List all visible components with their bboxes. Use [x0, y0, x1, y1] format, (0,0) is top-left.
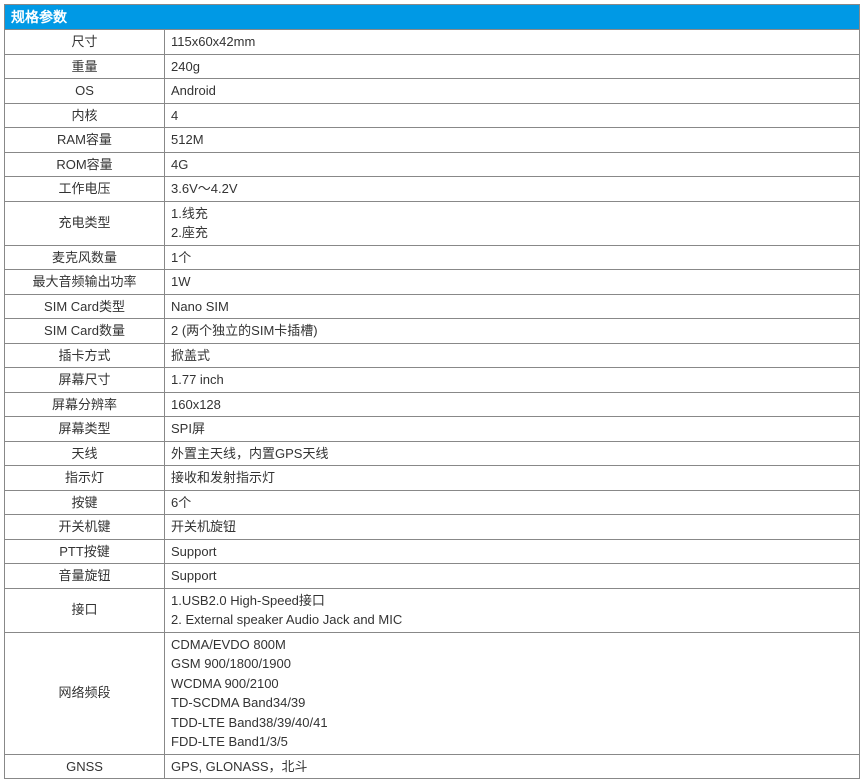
spec-label: 充电类型: [5, 201, 165, 245]
table-row: 音量旋钮Support: [5, 564, 860, 589]
table-row: 最大音频输出功率1W: [5, 270, 860, 295]
spec-label: 工作电压: [5, 177, 165, 202]
table-row: 屏幕类型SPI屏: [5, 417, 860, 442]
table-row: 屏幕尺寸1.77 inch: [5, 368, 860, 393]
spec-value: 4: [165, 103, 860, 128]
table-row: SIM Card数量2 (两个独立的SIM卡插槽): [5, 319, 860, 344]
spec-value: 115x60x42mm: [165, 30, 860, 55]
spec-label: SIM Card数量: [5, 319, 165, 344]
table-header-row: 规格参数: [5, 5, 860, 30]
table-row: ROM容量4G: [5, 152, 860, 177]
table-row: 开关机键开关机旋钮: [5, 515, 860, 540]
table-row: PTT按键Support: [5, 539, 860, 564]
spec-value: 开关机旋钮: [165, 515, 860, 540]
table-header: 规格参数: [5, 5, 860, 30]
spec-label: 屏幕分辨率: [5, 392, 165, 417]
spec-value: GPS, GLONASS，北斗: [165, 754, 860, 779]
spec-label: PTT按键: [5, 539, 165, 564]
spec-value: 1个: [165, 245, 860, 270]
table-row: 接口1.USB2.0 High-Speed接口 2. External spea…: [5, 588, 860, 632]
spec-label: 尺寸: [5, 30, 165, 55]
spec-value: 1W: [165, 270, 860, 295]
table-row: 网络频段CDMA/EVDO 800M GSM 900/1800/1900 WCD…: [5, 632, 860, 754]
spec-label: 开关机键: [5, 515, 165, 540]
spec-value: Support: [165, 564, 860, 589]
spec-value: 3.6V～4.2V: [165, 177, 860, 202]
spec-value: 1.77 inch: [165, 368, 860, 393]
table-row: SIM Card类型Nano SIM: [5, 294, 860, 319]
spec-label: SIM Card类型: [5, 294, 165, 319]
spec-label: RAM容量: [5, 128, 165, 153]
spec-value: 接收和发射指示灯: [165, 466, 860, 491]
spec-value: 1.线充 2.座充: [165, 201, 860, 245]
table-row: 天线外置主天线，内置GPS天线: [5, 441, 860, 466]
spec-label: 天线: [5, 441, 165, 466]
spec-value: 外置主天线，内置GPS天线: [165, 441, 860, 466]
spec-label: GNSS: [5, 754, 165, 779]
table-row: 指示灯接收和发射指示灯: [5, 466, 860, 491]
table-row: 重量240g: [5, 54, 860, 79]
table-row: 麦克风数量1个: [5, 245, 860, 270]
spec-value: 6个: [165, 490, 860, 515]
spec-label: 网络频段: [5, 632, 165, 754]
spec-label: 按键: [5, 490, 165, 515]
spec-value: 1.USB2.0 High-Speed接口 2. External speake…: [165, 588, 860, 632]
table-row: 尺寸115x60x42mm: [5, 30, 860, 55]
table-row: 按键6个: [5, 490, 860, 515]
spec-label: 音量旋钮: [5, 564, 165, 589]
spec-value: 512M: [165, 128, 860, 153]
spec-label: 重量: [5, 54, 165, 79]
table-row: 充电类型1.线充 2.座充: [5, 201, 860, 245]
table-row: GNSSGPS, GLONASS，北斗: [5, 754, 860, 779]
spec-label: OS: [5, 79, 165, 104]
table-row: RAM容量512M: [5, 128, 860, 153]
table-row: OSAndroid: [5, 79, 860, 104]
spec-label: 内核: [5, 103, 165, 128]
table-body: 尺寸115x60x42mm重量240gOSAndroid内核4RAM容量512M…: [5, 30, 860, 779]
spec-label: 接口: [5, 588, 165, 632]
spec-table: 规格参数 尺寸115x60x42mm重量240gOSAndroid内核4RAM容…: [4, 4, 860, 779]
table-row: 内核4: [5, 103, 860, 128]
spec-value: Android: [165, 79, 860, 104]
spec-value: 4G: [165, 152, 860, 177]
spec-label: 指示灯: [5, 466, 165, 491]
spec-value: CDMA/EVDO 800M GSM 900/1800/1900 WCDMA 9…: [165, 632, 860, 754]
spec-value: Support: [165, 539, 860, 564]
table-row: 工作电压3.6V～4.2V: [5, 177, 860, 202]
spec-label: 插卡方式: [5, 343, 165, 368]
spec-label: 屏幕类型: [5, 417, 165, 442]
spec-value: Nano SIM: [165, 294, 860, 319]
table-row: 屏幕分辨率160x128: [5, 392, 860, 417]
spec-value: 掀盖式: [165, 343, 860, 368]
spec-value: SPI屏: [165, 417, 860, 442]
spec-value: 2 (两个独立的SIM卡插槽): [165, 319, 860, 344]
spec-label: ROM容量: [5, 152, 165, 177]
spec-label: 麦克风数量: [5, 245, 165, 270]
table-row: 插卡方式掀盖式: [5, 343, 860, 368]
spec-label: 最大音频输出功率: [5, 270, 165, 295]
spec-value: 240g: [165, 54, 860, 79]
spec-label: 屏幕尺寸: [5, 368, 165, 393]
spec-value: 160x128: [165, 392, 860, 417]
